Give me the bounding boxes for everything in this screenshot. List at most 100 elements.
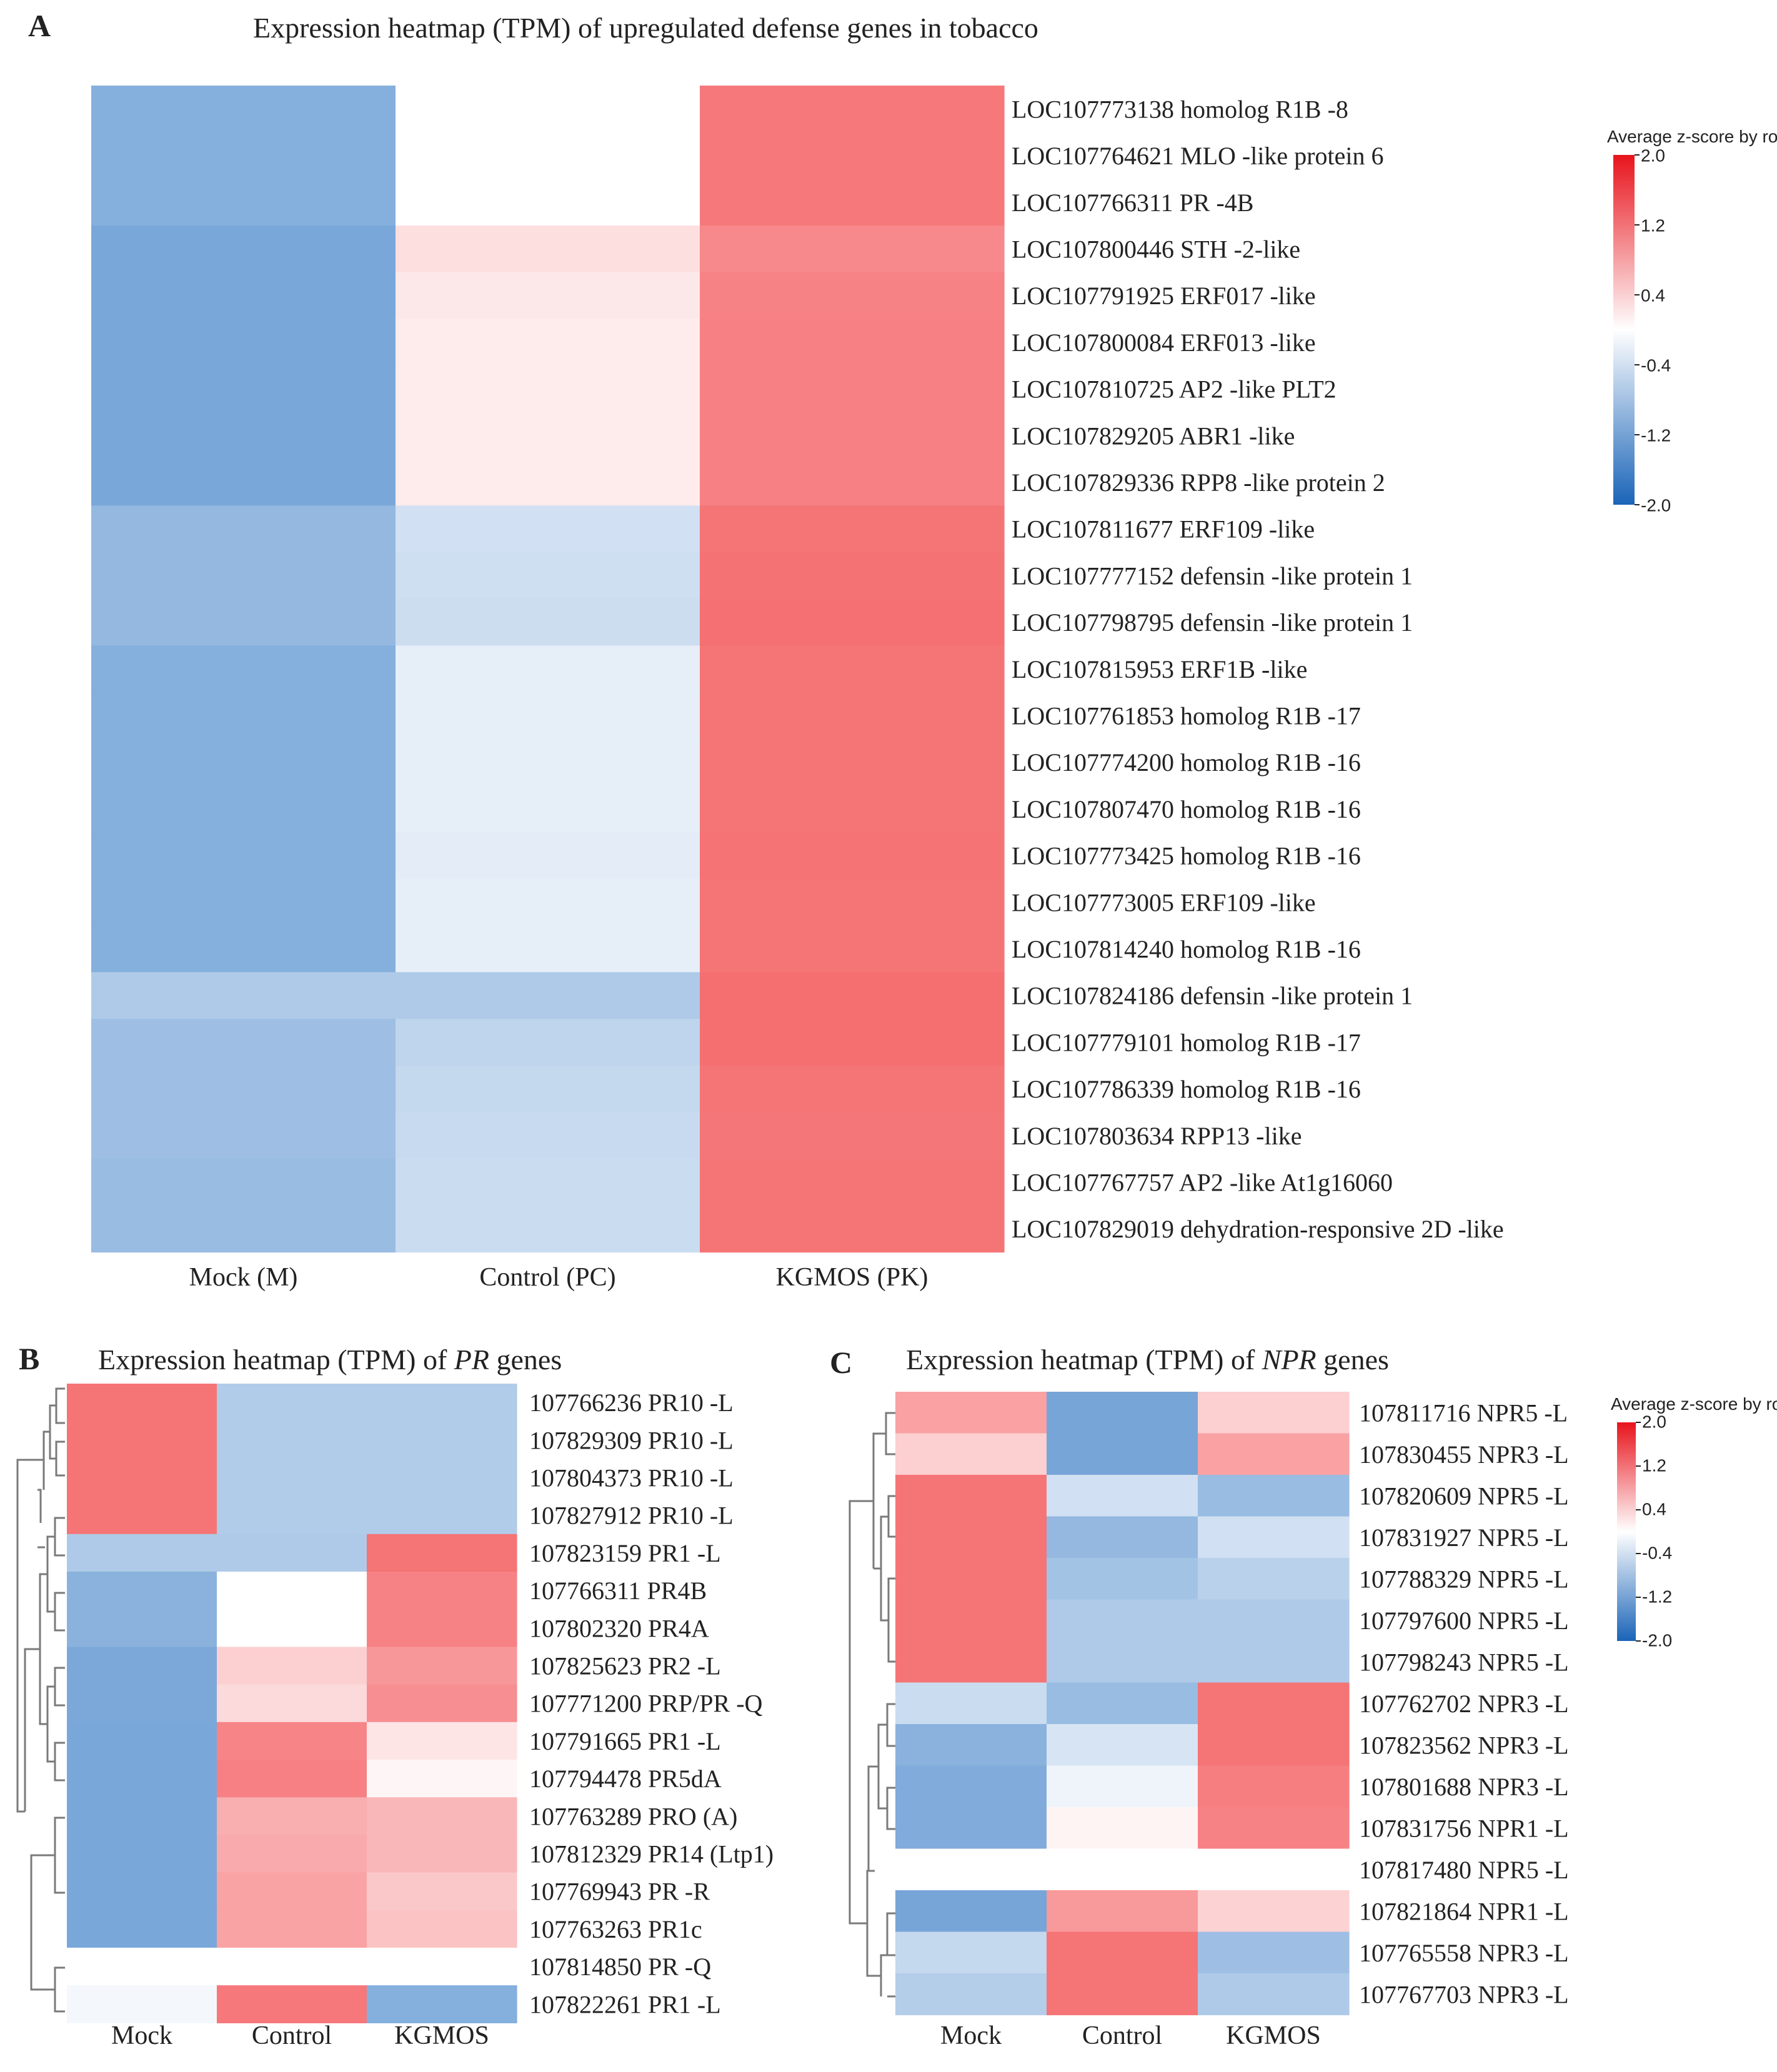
heatmap-cell [1047, 1724, 1198, 1767]
heatmap-cell [895, 1392, 1047, 1434]
panel-c-cells [895, 1392, 1350, 2016]
row-label: 107820609 NPR5 -L [1359, 1482, 1569, 1510]
heatmap-cell [217, 1384, 367, 1422]
panel-c-title: Expression heatmap (TPM) of NPR genes [906, 1344, 1389, 1376]
row-label: 107811716 NPR5 -L [1359, 1399, 1568, 1427]
heatmap-cell [396, 1205, 700, 1253]
heatmap-cell [217, 1572, 367, 1610]
heatmap-cell [396, 459, 700, 506]
heatmap-cell [396, 226, 700, 273]
row-label: LOC107773138 homolog R1B -8 [1012, 95, 1348, 123]
heatmap-cell [91, 319, 396, 366]
heatmap-cell [217, 1647, 367, 1685]
heatmap-cell [67, 1910, 217, 1948]
panel-a: A Expression heatmap (TPM) of upregulate… [28, 8, 1777, 1292]
heatmap-cell [396, 505, 700, 553]
row-label: LOC107807470 homolog R1B -16 [1012, 795, 1361, 823]
heatmap-cell [367, 1760, 517, 1798]
row-label: 107825623 PR2 -L [529, 1652, 721, 1680]
row-label: LOC107779101 homolog R1B -17 [1012, 1028, 1361, 1056]
heatmap-cell [396, 179, 700, 226]
panel-b: B Expression heatmap (TPM) of PR genes 1… [16, 1341, 774, 2050]
column-label: KGMOS [394, 2021, 489, 2050]
heatmap-cell [91, 878, 396, 926]
heatmap-cell [367, 1459, 517, 1497]
heatmap-cell [1198, 1848, 1350, 1891]
heatmap-cell [895, 1558, 1047, 1600]
heatmap-cell [1198, 1724, 1350, 1767]
heatmap-cell [367, 1496, 517, 1535]
panel-a-cells [91, 86, 1005, 1253]
heatmap-cell [91, 272, 396, 320]
heatmap-cell [91, 598, 396, 646]
heatmap-cell [91, 738, 396, 786]
column-label: KGMOS (PK) [776, 1263, 928, 1292]
legend-colorbar [1613, 155, 1635, 505]
heatmap-cell [700, 972, 1005, 1019]
heatmap-cell [895, 1475, 1047, 1517]
row-label: LOC107786339 homolog R1B -16 [1012, 1075, 1361, 1103]
heatmap-cell [895, 1807, 1047, 1850]
heatmap-cell [700, 598, 1005, 646]
heatmap-cell [700, 1112, 1005, 1159]
heatmap-cell [1198, 1765, 1350, 1808]
legend-tick-label: 1.2 [1641, 216, 1665, 235]
heatmap-cell [396, 692, 700, 740]
heatmap-cell [700, 1159, 1005, 1206]
row-label: LOC107761853 homolog R1B -17 [1012, 701, 1361, 730]
heatmap-cell [67, 1797, 217, 1835]
panel-a-column-labels: Mock (M) Control (PC) KGMOS (PK) [189, 1263, 928, 1292]
panel-b-row-labels: 107766236 PR10 -L 107829309 PR10 -L 107804… [529, 1389, 774, 2018]
heatmap-cell [367, 1722, 517, 1760]
panel-a-letter: A [28, 8, 51, 43]
heatmap-cell [1047, 1848, 1198, 1891]
heatmap-cell [1198, 1599, 1350, 1642]
heatmap-cell [67, 1534, 217, 1572]
panel-c-dendrogram [849, 1412, 897, 1998]
row-label: LOC107829336 RPP8 -like protein 2 [1012, 468, 1385, 497]
heatmap-cell [895, 1848, 1047, 1891]
heatmap-cell [895, 1516, 1047, 1559]
column-label: Mock [111, 2021, 172, 2050]
heatmap-cell [217, 1760, 367, 1798]
row-label: 107763289 PRO (A) [529, 1802, 737, 1830]
heatmap-cell [396, 832, 700, 880]
heatmap-cell [396, 1065, 700, 1113]
row-label: 107794478 PR5dA [529, 1765, 722, 1793]
column-label: Mock [940, 2021, 1002, 2050]
row-label: LOC107764621 MLO -like protein 6 [1012, 142, 1384, 170]
heatmap-cell [1047, 1682, 1198, 1725]
heatmap-cell [1198, 1475, 1350, 1517]
legend-tick-label: -2.0 [1641, 496, 1671, 515]
row-label: 107801688 NPR3 -L [1359, 1773, 1569, 1801]
heatmap-cell [91, 1159, 396, 1206]
heatmap-cell [1047, 1807, 1198, 1850]
heatmap-cell [700, 412, 1005, 460]
panel-b-column-labels: Mock Control KGMOS [111, 2021, 489, 2050]
heatmap-cell [91, 692, 396, 740]
heatmap-cell [396, 1019, 700, 1066]
panel-c-row-labels: 107811716 NPR5 -L 107830455 NPR3 -L 107820… [1359, 1399, 1569, 2008]
heatmap-cell [396, 86, 700, 133]
heatmap-cell [367, 1609, 517, 1647]
heatmap-cell [367, 1797, 517, 1835]
heatmap-cell [396, 1112, 700, 1159]
row-label: LOC107814240 homolog R1B -16 [1012, 935, 1361, 963]
heatmap-cell [895, 1890, 1047, 1933]
heatmap-cell [91, 412, 396, 460]
column-label: Control [1082, 2021, 1162, 2050]
heatmap-cell [67, 1722, 217, 1760]
heatmap-cell [367, 1835, 517, 1873]
row-label: 107769943 PR -R [529, 1878, 710, 1906]
legend-tick-label: 0.4 [1641, 286, 1665, 305]
row-label: 107771200 PRP/PR -Q [529, 1690, 763, 1718]
heatmap-cell [700, 132, 1005, 179]
panel-b-dendrogram [16, 1387, 65, 2013]
row-label: LOC107815953 ERF1B -like [1012, 655, 1307, 683]
heatmap-cell [1047, 1599, 1198, 1642]
heatmap-cell [91, 832, 396, 880]
heatmap-cell [700, 1205, 1005, 1253]
row-label: 107831927 NPR5 -L [1359, 1524, 1569, 1552]
heatmap-cell [1047, 1890, 1198, 1933]
